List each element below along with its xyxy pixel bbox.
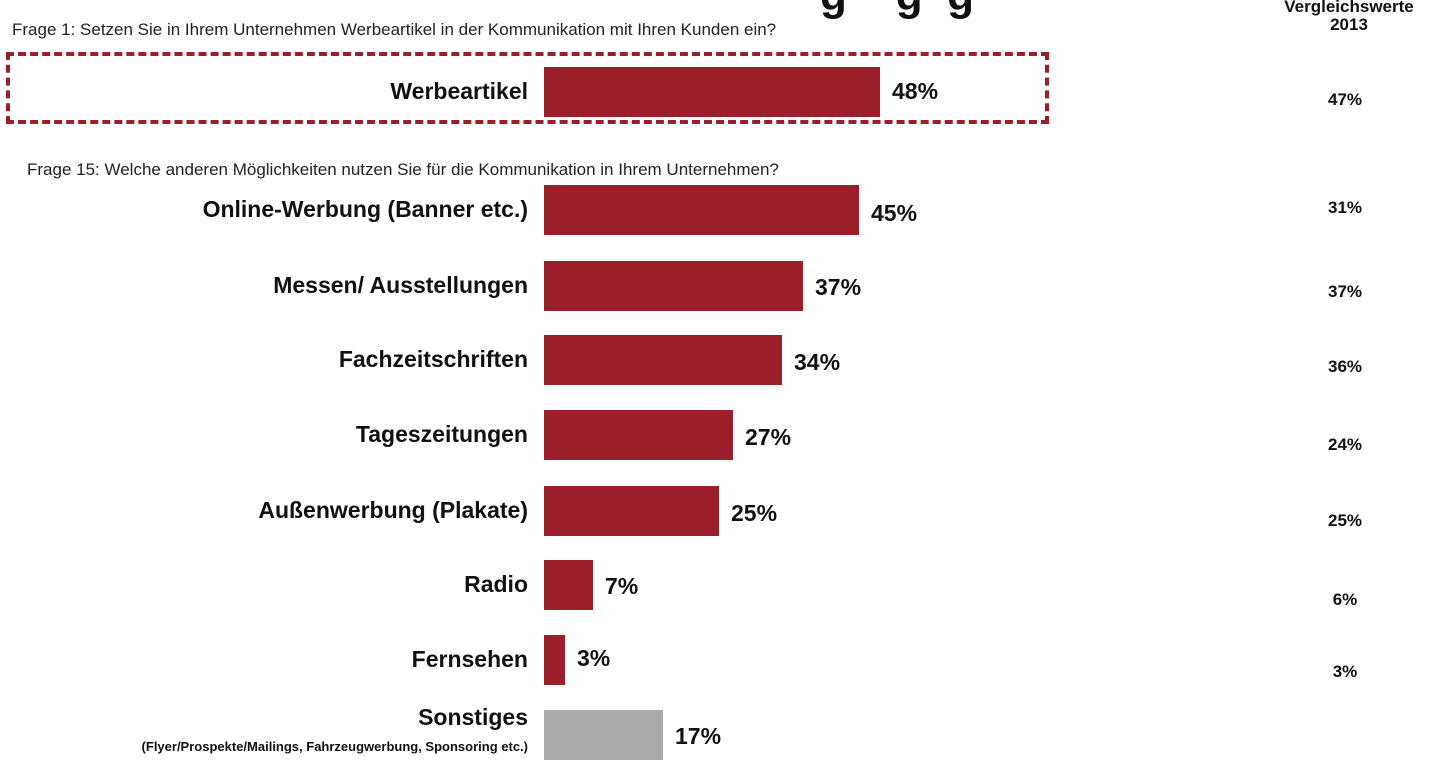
value-label-4: 27% [745, 424, 792, 450]
question-1: Frage 1: Setzen Sie in Ihrem Unternehmen… [12, 20, 777, 39]
comparison-value-2: 37% [1327, 282, 1363, 301]
value-label-3: 34% [794, 349, 841, 375]
category-label-8: Sonstiges [418, 704, 528, 730]
bar-8 [544, 710, 663, 760]
comparison-header-label: Vergleichswerte [1284, 0, 1414, 16]
value-label-0: 48% [892, 78, 939, 104]
value-label-7: 3% [577, 645, 611, 671]
comparison-value-5: 25% [1327, 511, 1363, 530]
category-label-5: Außenwerbung (Plakate) [258, 497, 528, 523]
category-note-8: (Flyer/Prospekte/Mailings, Fahrzeugwerbu… [141, 739, 528, 754]
category-label-2: Messen/ Ausstellungen [273, 272, 528, 298]
value-label-2: 37% [815, 274, 862, 300]
bar-6 [544, 560, 593, 610]
bar-3 [544, 335, 782, 385]
bar-2 [544, 261, 803, 311]
category-label-0: Werbeartikel [390, 78, 528, 104]
comparison-header-year: 2013 [1330, 15, 1368, 34]
category-label-7: Fernsehen [411, 646, 528, 672]
comparison-header: Vergleichswerte 2013 [1250, 0, 1441, 34]
category-label-1: Online-Werbung (Banner etc.) [202, 196, 528, 222]
highlight-box-werbeartikel [6, 52, 1049, 124]
question-15: Frage 15: Welche anderen Möglichkeiten n… [27, 160, 779, 179]
comparison-value-4: 24% [1327, 435, 1363, 454]
bar-5 [544, 486, 719, 536]
comparison-value-0: 47% [1327, 90, 1363, 109]
category-label-6: Radio [464, 571, 528, 597]
comparison-value-3: 36% [1327, 357, 1363, 376]
category-label-4: Tageszeitungen [355, 421, 528, 447]
cropped-title-fragment: g g g [820, 0, 974, 18]
comparison-value-7: 3% [1332, 662, 1358, 681]
comparison-value-1: 31% [1327, 198, 1363, 217]
value-label-8: 17% [675, 723, 722, 749]
category-label-3: Fachzeitschriften [338, 346, 528, 372]
value-label-1: 45% [871, 200, 918, 226]
bar-1 [544, 185, 859, 235]
bar-7 [544, 635, 565, 685]
value-label-5: 25% [731, 500, 778, 526]
comparison-value-6: 6% [1332, 590, 1358, 609]
bar-0 [544, 67, 880, 117]
value-label-6: 7% [605, 573, 639, 599]
bar-4 [544, 410, 733, 460]
